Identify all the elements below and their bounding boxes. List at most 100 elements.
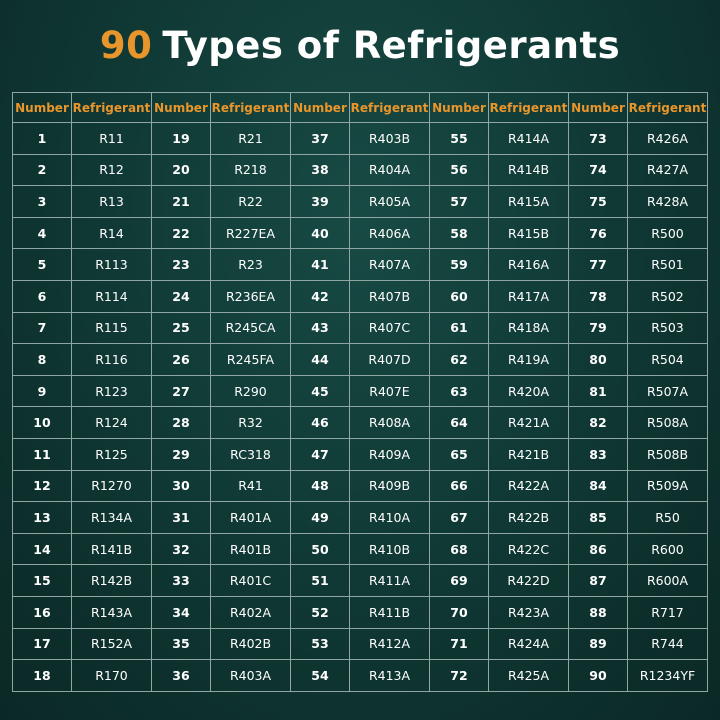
number-cell: 63 xyxy=(429,374,489,408)
refrigerant-cell: R1234YF xyxy=(627,659,708,692)
refrigerant-cell: R12 xyxy=(71,153,152,187)
number-cell: 67 xyxy=(429,501,489,534)
refrigerant-cell: R419A xyxy=(488,343,569,376)
table-row: 8 R116 26 R245FA 44 R407D 62 R419A 80 R504 xyxy=(12,343,708,376)
number-cell: 7 xyxy=(12,311,72,345)
refrigerant-cell: R409A xyxy=(349,437,430,471)
refrigerant-cell: R170 xyxy=(71,659,152,692)
refrigerant-cell: R245FA xyxy=(210,343,291,376)
header-cell: Number xyxy=(290,92,350,123)
refrigerant-cell: R408A xyxy=(349,406,430,439)
number-cell: 56 xyxy=(429,153,489,187)
header-cell: Number xyxy=(568,92,628,123)
table-row: 14 R141B 32 R401B 50 R410B 68 R422C 86 R600 xyxy=(12,532,708,566)
number-cell: 25 xyxy=(151,311,211,345)
number-cell: 50 xyxy=(290,532,350,566)
number-cell: 82 xyxy=(568,406,628,439)
refrigerant-cell: R414A xyxy=(488,122,569,155)
refrigerant-cell: R423A xyxy=(488,595,569,629)
refrigerant-cell: R410A xyxy=(349,501,430,534)
number-cell: 52 xyxy=(290,595,350,629)
table-row: 18 R170 36 R403A 54 R413A 72 R425A 90 R1234YF xyxy=(12,659,708,692)
table-row: 17 R152A 35 R402B 53 R412A 71 R424A 89 R744 xyxy=(12,627,708,661)
number-cell: 76 xyxy=(568,216,628,250)
header-cell: Refrigerant xyxy=(488,92,569,123)
refrigerant-cell: R508B xyxy=(627,437,708,471)
number-cell: 17 xyxy=(12,627,72,661)
number-cell: 55 xyxy=(429,122,489,155)
table-row: 9 R123 27 R290 45 R407E 63 R420A 81 R507A xyxy=(12,374,708,408)
number-cell: 29 xyxy=(151,437,211,471)
refrigerant-cell: R23 xyxy=(210,248,291,281)
refrigerant-cell: R412A xyxy=(349,627,430,661)
refrigerant-cell: R415A xyxy=(488,185,569,218)
refrigerant-cell: R422A xyxy=(488,469,569,503)
refrigerant-cell: R407D xyxy=(349,343,430,376)
refrigerant-cell: R413A xyxy=(349,659,430,692)
refrigerant-cell: R290 xyxy=(210,374,291,408)
refrigerant-cell: R417A xyxy=(488,279,569,313)
number-cell: 6 xyxy=(12,279,72,313)
number-cell: 84 xyxy=(568,469,628,503)
number-cell: 20 xyxy=(151,153,211,187)
number-cell: 72 xyxy=(429,659,489,692)
title-text: Types of Refrigerants xyxy=(162,24,621,67)
refrigerant-cell: R115 xyxy=(71,311,152,345)
title: 90 Types of Refrigerants xyxy=(0,24,720,67)
table-row: 12 R1270 30 R41 48 R409B 66 R422A 84 R509A xyxy=(12,469,708,503)
number-cell: 59 xyxy=(429,248,489,281)
refrigerant-cell: R402B xyxy=(210,627,291,661)
refrigerant-cell: R406A xyxy=(349,216,430,250)
number-cell: 85 xyxy=(568,501,628,534)
refrigerant-cell: R414B xyxy=(488,153,569,187)
refrigerant-cell: R123 xyxy=(71,374,152,408)
number-cell: 80 xyxy=(568,343,628,376)
header-cell: Refrigerant xyxy=(349,92,430,123)
number-cell: 58 xyxy=(429,216,489,250)
table-row: 13 R134A 31 R401A 49 R410A 67 R422B 85 R50 xyxy=(12,501,708,534)
refrigerant-cell: R509A xyxy=(627,469,708,503)
refrigerant-cell: R50 xyxy=(627,501,708,534)
refrigerant-cell: R404A xyxy=(349,153,430,187)
refrigerant-table: Number Refrigerant Number Refrigerant Number… xyxy=(12,92,708,692)
refrigerant-cell: R410B xyxy=(349,532,430,566)
number-cell: 21 xyxy=(151,185,211,218)
refrigerant-cell: R422B xyxy=(488,501,569,534)
refrigerant-cell: R113 xyxy=(71,248,152,281)
number-cell: 13 xyxy=(12,501,72,534)
number-cell: 87 xyxy=(568,564,628,597)
refrigerant-cell: R744 xyxy=(627,627,708,661)
refrigerant-cell: R422D xyxy=(488,564,569,597)
table-row: 7 R115 25 R245CA 43 R407C 61 R418A 79 R503 xyxy=(12,311,708,345)
number-cell: 54 xyxy=(290,659,350,692)
number-cell: 66 xyxy=(429,469,489,503)
refrigerant-cell: R236EA xyxy=(210,279,291,313)
number-cell: 2 xyxy=(12,153,72,187)
number-cell: 73 xyxy=(568,122,628,155)
refrigerant-cell: R717 xyxy=(627,595,708,629)
refrigerant-cell: R403A xyxy=(210,659,291,692)
refrigerant-cell: R416A xyxy=(488,248,569,281)
number-cell: 19 xyxy=(151,122,211,155)
refrigerant-cell: R422C xyxy=(488,532,569,566)
number-cell: 81 xyxy=(568,374,628,408)
number-cell: 49 xyxy=(290,501,350,534)
number-cell: 8 xyxy=(12,343,72,376)
refrigerant-cell: R427A xyxy=(627,153,708,187)
refrigerant-cell: R600 xyxy=(627,532,708,566)
number-cell: 36 xyxy=(151,659,211,692)
number-cell: 1 xyxy=(12,122,72,155)
refrigerant-cell: R500 xyxy=(627,216,708,250)
refrigerant-cell: R1270 xyxy=(71,469,152,503)
refrigerant-cell: R401C xyxy=(210,564,291,597)
refrigerant-cell: R403B xyxy=(349,122,430,155)
refrigerant-cell: R407A xyxy=(349,248,430,281)
number-cell: 53 xyxy=(290,627,350,661)
refrigerant-cell: R21 xyxy=(210,122,291,155)
number-cell: 62 xyxy=(429,343,489,376)
refrigerant-cell: R11 xyxy=(71,122,152,155)
number-cell: 39 xyxy=(290,185,350,218)
refrigerant-cell: R218 xyxy=(210,153,291,187)
number-cell: 23 xyxy=(151,248,211,281)
